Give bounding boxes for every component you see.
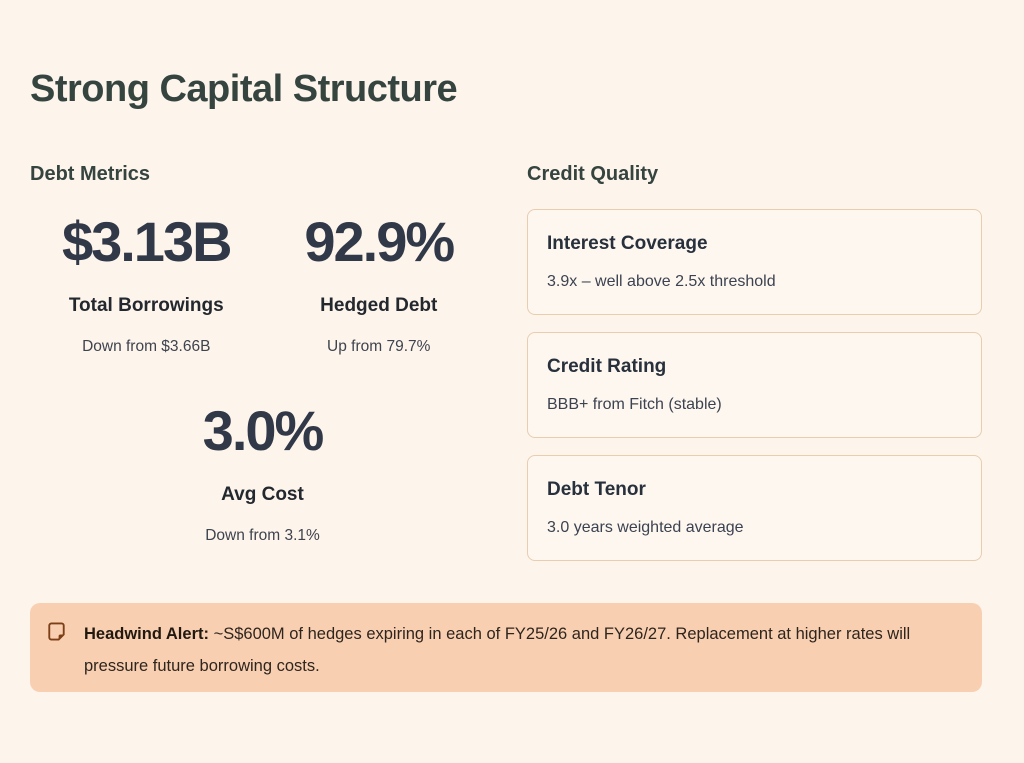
card-body: BBB+ from Fitch (stable): [547, 396, 722, 413]
metric-avg-cost: 3.0% Avg Cost Down from 3.1%: [146, 403, 379, 546]
metric-value: 3.0%: [202, 399, 325, 462]
metric-hedged-debt: 92.9% Hedged Debt Up from 79.7%: [263, 214, 496, 357]
metric-note: Down from 3.1%: [205, 527, 320, 544]
card-interest-coverage: Interest Coverage 3.9x – well above 2.5x…: [527, 209, 982, 315]
metric-total-borrowings: $3.13B Total Borrowings Down from $3.66B: [30, 214, 263, 357]
card-body: 3.9x – well above 2.5x threshold: [547, 273, 776, 290]
credit-quality-heading: Credit Quality: [527, 163, 659, 185]
alert-label: Headwind Alert:: [84, 625, 209, 643]
card-title: Interest Coverage: [547, 233, 708, 254]
metric-value: $3.13B: [61, 210, 233, 273]
credit-quality-cards: Interest Coverage 3.9x – well above 2.5x…: [527, 209, 982, 578]
metrics-row-1: $3.13B Total Borrowings Down from $3.66B…: [30, 214, 495, 357]
metric-label: Hedged Debt: [320, 295, 438, 316]
card-credit-rating: Credit Rating BBB+ from Fitch (stable): [527, 332, 982, 438]
headwind-alert-banner: Headwind Alert: ~S$600M of hedges expiri…: [30, 603, 982, 692]
alert-text: Headwind Alert: ~S$600M of hedges expiri…: [84, 618, 952, 682]
debt-metrics-group: $3.13B Total Borrowings Down from $3.66B…: [30, 214, 495, 546]
metric-value: 92.9%: [304, 210, 455, 273]
debt-metrics-heading: Debt Metrics: [30, 163, 151, 185]
page-title: Strong Capital Structure: [30, 68, 458, 110]
metrics-row-2: 3.0% Avg Cost Down from 3.1%: [30, 403, 495, 546]
metric-note: Down from $3.66B: [82, 338, 211, 355]
card-title: Debt Tenor: [547, 479, 646, 500]
alert-message: ~S$600M of hedges expiring in each of FY…: [84, 625, 911, 675]
metric-label: Avg Cost: [221, 484, 304, 505]
card-body: 3.0 years weighted average: [547, 519, 744, 536]
metric-label: Total Borrowings: [68, 295, 224, 316]
metric-note: Up from 79.7%: [327, 338, 431, 355]
card-debt-tenor: Debt Tenor 3.0 years weighted average: [527, 455, 982, 561]
card-title: Credit Rating: [547, 356, 667, 377]
note-icon: [48, 622, 65, 641]
